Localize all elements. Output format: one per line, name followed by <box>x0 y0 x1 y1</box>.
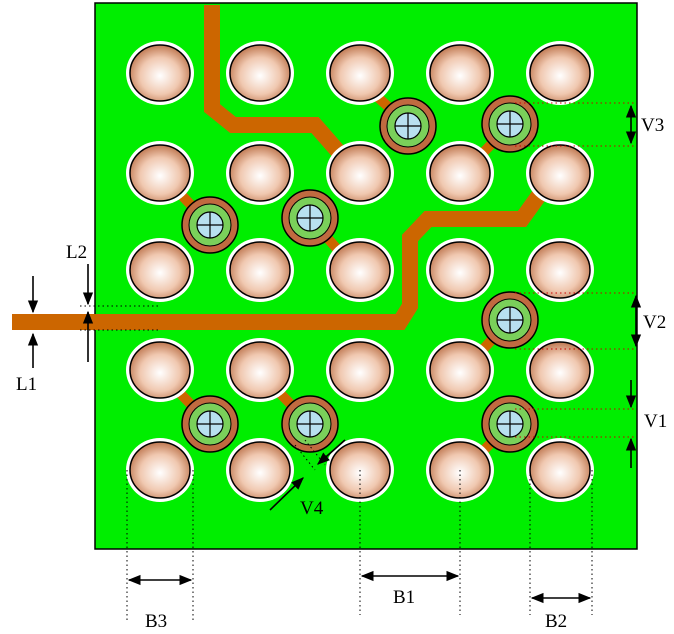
dimension-guides <box>80 305 593 620</box>
via-group <box>181 95 539 453</box>
label-v4: V4 <box>300 498 324 519</box>
bga-pad-r1c5 <box>529 44 591 102</box>
bga-pad-r2c5 <box>529 144 591 202</box>
via-guides <box>515 102 635 438</box>
crosshair-circle-icon <box>181 196 239 254</box>
trace-top <box>204 5 357 171</box>
bga-pad-r4c3 <box>329 341 391 399</box>
crosshair-circle-icon <box>481 95 539 153</box>
bga-pad-r2c3 <box>329 144 391 202</box>
bga-pad-r1c3 <box>329 44 391 102</box>
dimension-labels: L2 L1 V3 V2 V1 V4 B1 B2 B3 <box>16 115 667 632</box>
crosshair-circle-icon <box>379 97 437 155</box>
bga-pad-r4c4 <box>429 341 491 399</box>
dimension-arrows <box>27 104 642 604</box>
bga-pad-r4c1 <box>129 341 191 399</box>
crosshair-circle-icon <box>281 189 339 247</box>
bga-pad-r2c4 <box>429 144 491 202</box>
bga-pad-r3c3 <box>329 241 391 299</box>
label-l2: L2 <box>66 242 87 263</box>
bga-pad-r3c5 <box>529 241 591 299</box>
bga-pad-r2c2 <box>229 144 291 202</box>
label-v2: V2 <box>643 312 666 333</box>
crosshair-circle-icon <box>481 395 539 453</box>
label-v1: V1 <box>644 411 667 432</box>
bga-pad-r3c1 <box>129 241 191 299</box>
crosshair-circle-icon <box>281 395 339 453</box>
bga-pad-r5c5 <box>529 441 591 499</box>
label-b1: B1 <box>393 587 415 608</box>
bga-pad-r4c5 <box>529 341 591 399</box>
bga-pad-r3c4 <box>429 241 491 299</box>
bga-pad-r5c1 <box>129 441 191 499</box>
bga-pad-r5c2 <box>229 441 291 499</box>
pad-grid <box>126 41 594 502</box>
crosshair-circle-icon <box>481 291 539 349</box>
bga-pad-r1c2 <box>229 44 291 102</box>
label-b2: B2 <box>545 611 567 632</box>
label-b3: B3 <box>145 611 167 632</box>
bga-pad-r1c1 <box>129 44 191 102</box>
bga-pad-r3c2 <box>229 241 291 299</box>
label-l1: L1 <box>16 374 37 395</box>
traces <box>12 5 557 330</box>
label-v3: V3 <box>641 115 664 136</box>
bga-pad-r2c1 <box>129 144 191 202</box>
bga-pad-r4c2 <box>229 341 291 399</box>
bga-pad-r1c4 <box>429 44 491 102</box>
crosshair-circle-icon <box>181 395 239 453</box>
trace-long <box>12 175 557 330</box>
